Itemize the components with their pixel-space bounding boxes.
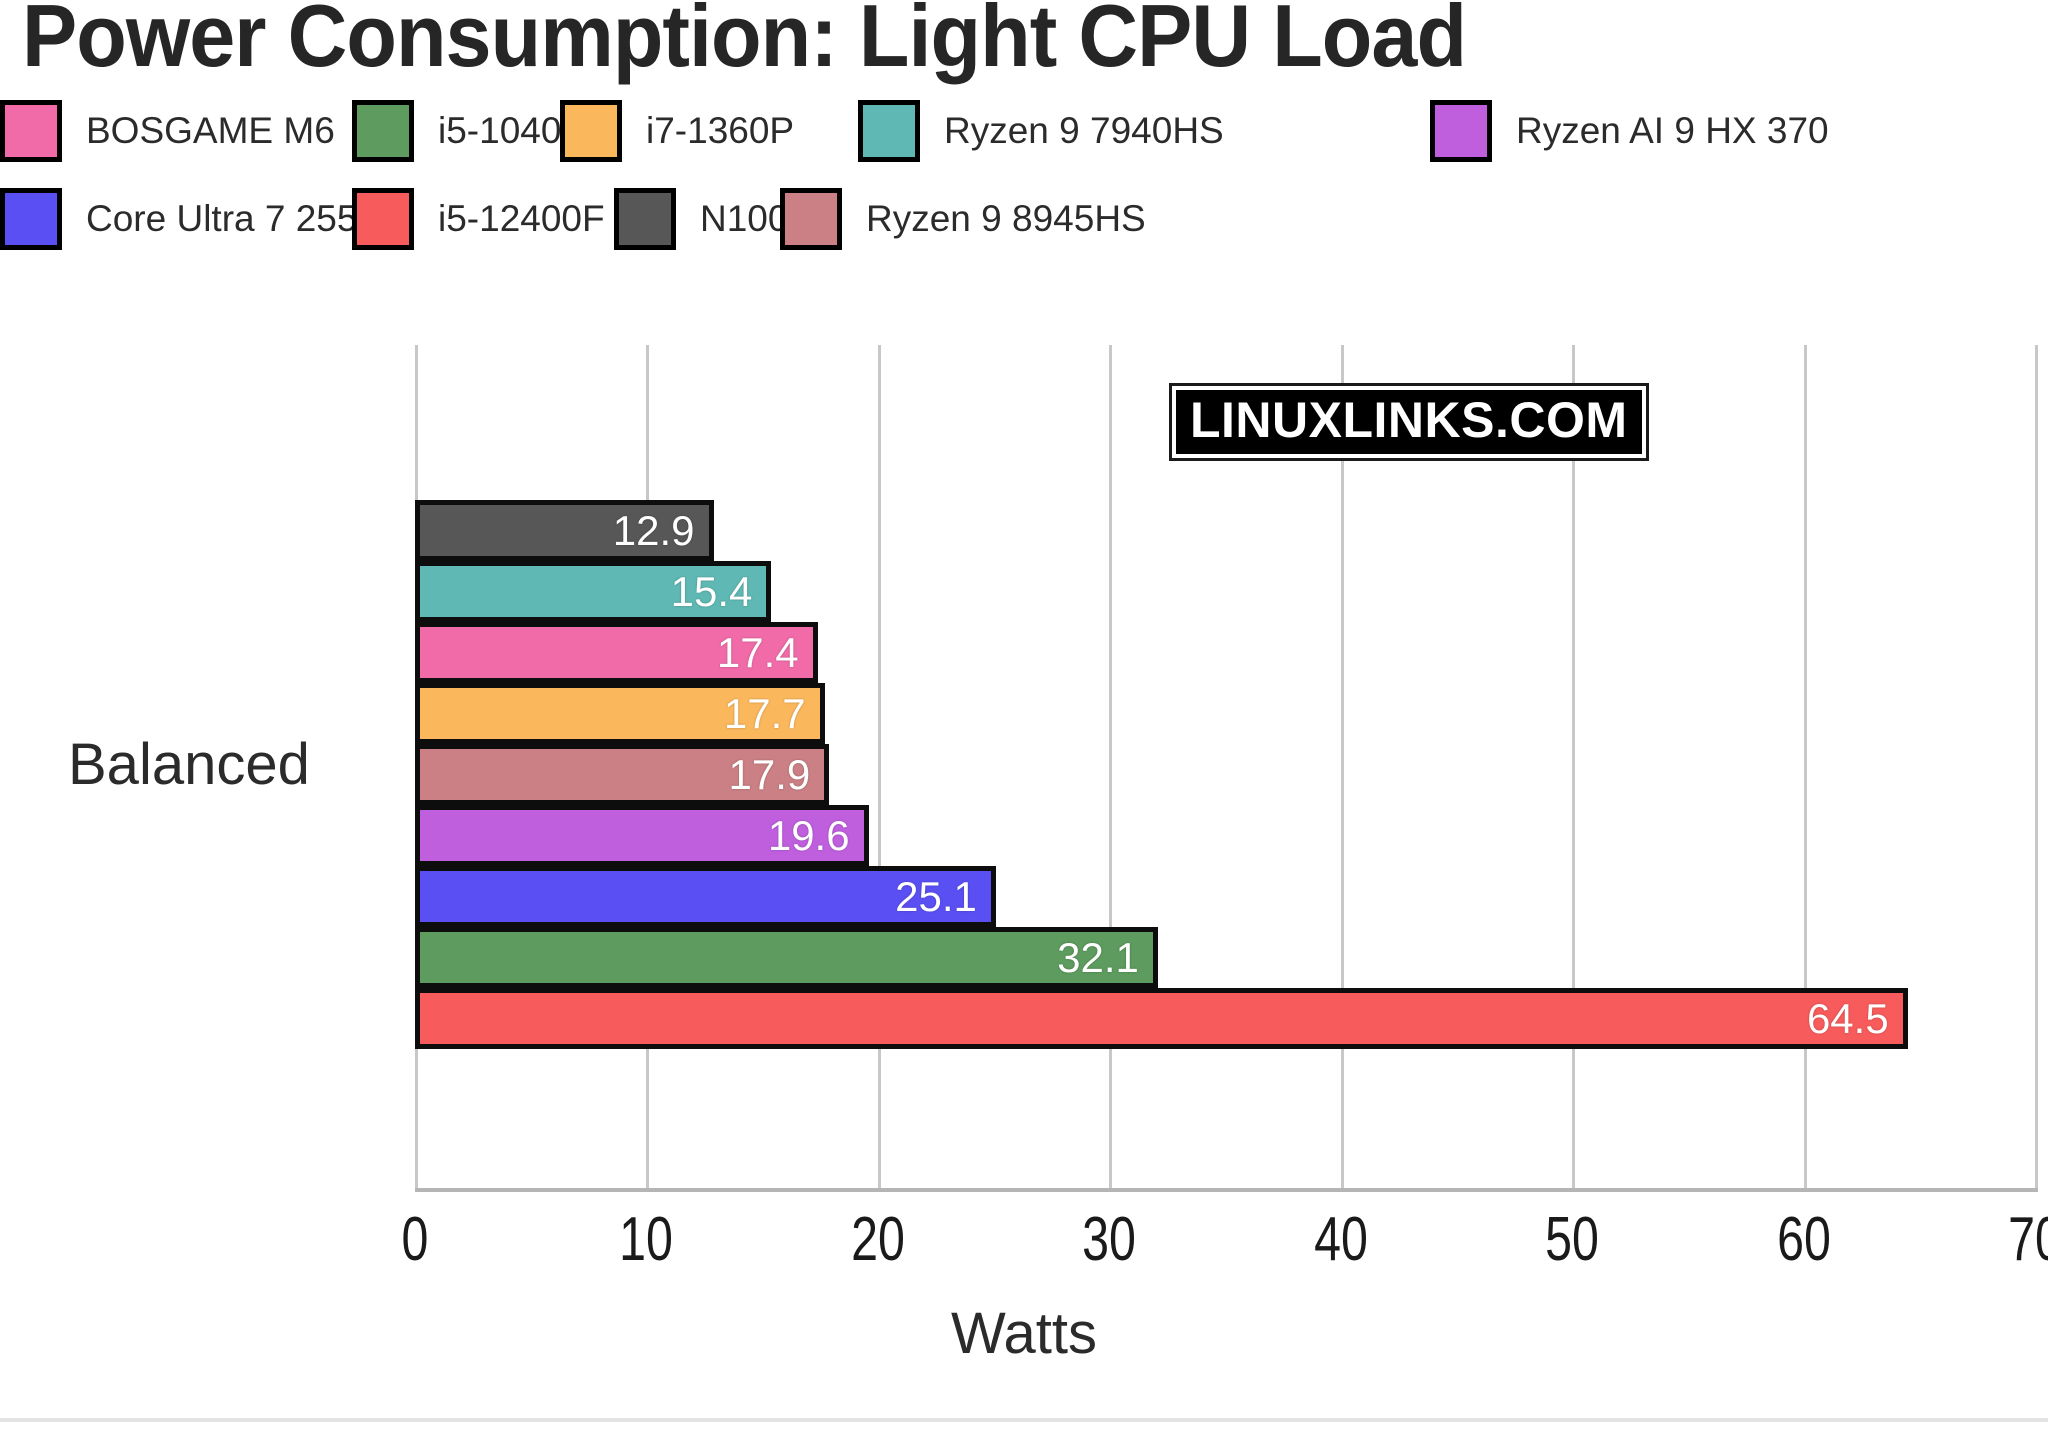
gridline [2035, 345, 2038, 1190]
bar-value-label: 19.6 [767, 811, 850, 859]
bar-row: 25.1 [415, 866, 2035, 927]
bar-value-label: 12.9 [612, 506, 695, 554]
gridline [1109, 345, 1113, 1190]
legend-item-label: Ryzen AI 9 HX 370 [1516, 110, 1829, 151]
bar-row: 17.7 [415, 683, 2035, 744]
bar[interactable]: 64.5 [415, 988, 1908, 1049]
legend-row-2: Core Ultra 7 255H i5-12400F N100 Ryzen 9 89… [0, 188, 2048, 254]
legend-item-label: Core Ultra 7 255H [86, 198, 385, 239]
plot-area: 12.9 15.4 17.4 17.7 17.9 19.6 25.1 32.1 64.5 [415, 345, 2038, 1190]
legend-item[interactable]: Ryzen AI 9 HX 370 [1430, 100, 1829, 162]
bar-value-label: 17.4 [716, 628, 799, 676]
chart-title: Power Consumption: Light CPU Load [22, 0, 1467, 85]
x-tick-label: 0 [401, 1205, 429, 1274]
legend-item-label: i7-1360P [646, 110, 795, 151]
legend-item[interactable]: i5-10400 [352, 100, 582, 162]
bottom-rule [0, 1418, 2048, 1422]
legend-item-label: Ryzen 9 8945HS [866, 198, 1146, 239]
bar[interactable]: 17.4 [415, 622, 818, 683]
legend-item-label: i5-12400F [438, 198, 605, 239]
gridline [1572, 345, 1576, 1190]
legend-item[interactable]: Ryzen 9 8945HS [780, 188, 1146, 250]
x-tick-label: 70 [2008, 1205, 2048, 1274]
legend-item[interactable]: Ryzen 9 7940HS [858, 100, 1224, 162]
bar-value-label: 17.9 [728, 750, 811, 798]
x-axis-title: Watts [950, 1301, 1098, 1366]
legend-color-swatch [0, 188, 62, 250]
legend-item-label: Ryzen 9 7940HS [944, 110, 1224, 151]
legend-item[interactable]: BOSGAME M6 [0, 100, 335, 162]
bar-row: 12.9 [415, 500, 2035, 561]
legend-item-label: N100 [700, 198, 789, 239]
gridline [877, 345, 881, 1190]
legend-item[interactable]: N100 [614, 188, 788, 250]
legend-color-swatch [858, 100, 920, 162]
bar-value-label: 25.1 [895, 872, 977, 920]
bar-value-label: 64.5 [1806, 994, 1889, 1042]
bar-row: 17.4 [415, 622, 2035, 683]
bar-value-label: 17.7 [723, 689, 806, 737]
legend-color-swatch [560, 100, 622, 162]
bar-series: 12.9 15.4 17.4 17.7 17.9 19.6 25.1 32.1 64.5 [415, 345, 2035, 1190]
gridline [1340, 345, 1344, 1190]
bar-value-label: 15.4 [670, 567, 753, 615]
legend-item[interactable]: i5-12400F [352, 188, 605, 250]
bar[interactable]: 17.9 [415, 744, 830, 805]
gridline [1803, 345, 1807, 1190]
legend-item[interactable]: Core Ultra 7 255H [0, 188, 384, 250]
x-tick-label: 40 [1313, 1205, 1368, 1274]
x-tick-label: 20 [850, 1205, 905, 1274]
bar-row: 19.6 [415, 805, 2035, 866]
x-tick-label: 30 [1082, 1205, 1137, 1274]
bar[interactable]: 17.7 [415, 683, 825, 744]
bar-row: 15.4 [415, 561, 2035, 622]
bar[interactable]: 32.1 [415, 927, 1158, 988]
legend-color-swatch [352, 100, 414, 162]
legend-item[interactable]: i7-1360P [560, 100, 794, 162]
legend-item-label: i5-10400 [438, 110, 583, 151]
x-tick-label: 10 [619, 1205, 674, 1274]
bar[interactable]: 25.1 [415, 866, 996, 927]
y-axis-category-label: Balanced [68, 732, 310, 797]
x-tick-label: 50 [1545, 1205, 1600, 1274]
bar-value-label: 32.1 [1057, 933, 1139, 981]
legend-color-swatch [780, 188, 842, 250]
legend-item-label: BOSGAME M6 [86, 110, 335, 151]
bar-row: 17.9 [415, 744, 2035, 805]
legend-color-swatch [1430, 100, 1492, 162]
bar-row: 32.1 [415, 927, 2035, 988]
legend-row-1: BOSGAME M6 i5-10400 i7-1360P Ryzen 9 7940HS… [0, 100, 2048, 166]
bar[interactable]: 12.9 [415, 500, 714, 561]
legend-color-swatch [614, 188, 676, 250]
watermark-text: LINUXLINKS.COM [1190, 392, 1628, 448]
chart-legend: BOSGAME M6 i5-10400 i7-1360P Ryzen 9 7940HS… [0, 100, 2048, 254]
bar-row: 64.5 [415, 988, 2035, 1049]
site-watermark: LINUXLINKS.COM [1169, 383, 1649, 461]
bar[interactable]: 19.6 [415, 805, 869, 866]
bar[interactable]: 15.4 [415, 561, 772, 622]
legend-color-swatch [352, 188, 414, 250]
legend-color-swatch [0, 100, 62, 162]
x-axis-line [415, 1188, 2038, 1192]
x-tick-label: 60 [1776, 1205, 1831, 1274]
